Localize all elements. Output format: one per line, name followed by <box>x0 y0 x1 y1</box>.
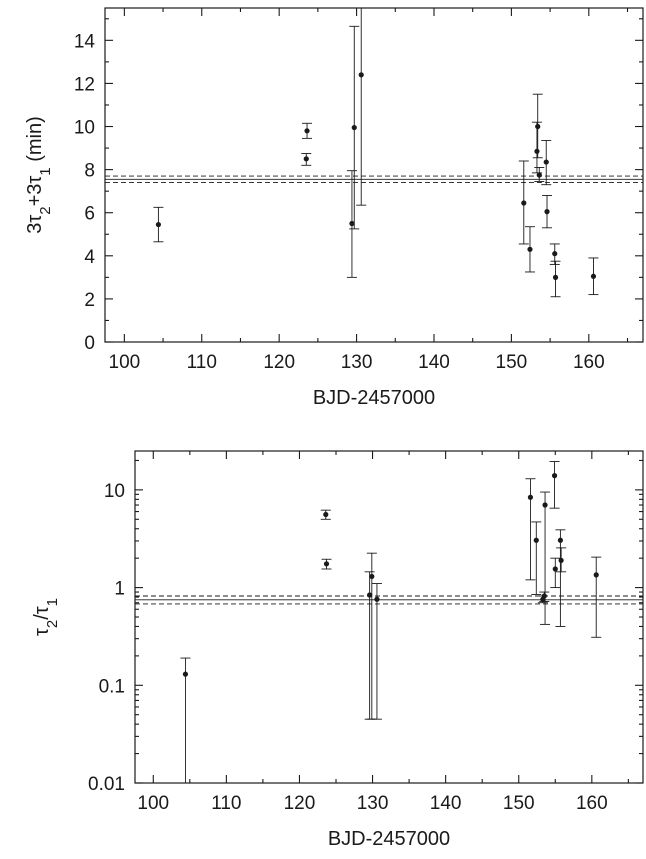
data-point <box>155 221 162 228</box>
data-point <box>182 671 189 677</box>
y-axis-label-part: +3τ <box>24 176 46 207</box>
y-tick-label: 10 <box>104 481 125 502</box>
data-point <box>551 473 558 479</box>
y-tick-label: 8 <box>84 161 95 182</box>
data-point <box>521 200 527 206</box>
y-tick-label: 6 <box>84 204 95 225</box>
x-axis-label: BJD-2457000 <box>313 387 435 409</box>
data-point <box>535 123 541 130</box>
x-tick-label: 120 <box>263 352 295 373</box>
data-point <box>527 494 534 500</box>
data-point <box>304 128 310 134</box>
data-point <box>303 156 309 162</box>
x-tick-label: 100 <box>137 793 169 814</box>
y-tick-label: 4 <box>84 247 95 268</box>
data-point <box>542 502 548 508</box>
y-tick-label: 0.1 <box>99 676 125 697</box>
data-point <box>533 537 539 543</box>
x-tick-label: 130 <box>341 352 373 373</box>
data-point <box>323 511 329 518</box>
y-tick-label: 0.01 <box>88 774 125 795</box>
data-point <box>536 172 542 178</box>
data-point <box>558 557 564 563</box>
data-point <box>552 251 558 257</box>
data-points <box>153 8 599 298</box>
data-point <box>358 72 364 78</box>
y-axis-label-part: (min) <box>24 116 46 167</box>
y-tick-label: 1 <box>114 579 125 600</box>
y-axis-label: τ2/τ1 <box>31 598 61 636</box>
y-tick-label: 12 <box>74 74 95 95</box>
data-point <box>552 274 559 280</box>
x-tick-label: 140 <box>430 793 462 814</box>
plot-frame <box>134 450 644 784</box>
data-point <box>557 537 564 543</box>
x-tick-label: 160 <box>573 352 605 373</box>
y-axis-label-part: 1 <box>37 167 54 175</box>
y-tick-label: 10 <box>74 118 95 139</box>
panel-bottom: 100 110 120 130 140 150 1600.010.1110BJD-24570… <box>31 450 644 850</box>
x-tick-label: 140 <box>418 352 450 373</box>
y-axis-label-part: 2 <box>44 620 61 628</box>
y-axis-label-part: 1 <box>44 598 61 606</box>
panel-top: 100 110 120 130 140 150 16002468101214BJD-2457… <box>24 7 644 409</box>
plot-frame <box>104 7 644 343</box>
data-point <box>543 159 549 165</box>
x-tick-label: 100 <box>109 352 141 373</box>
data-point <box>374 596 380 602</box>
x-tick-label: 110 <box>187 352 217 373</box>
y-axis-label-part: 3τ <box>24 215 46 234</box>
data-point <box>590 273 597 279</box>
x-tick-label: 160 <box>576 793 608 814</box>
y-tick-label: 2 <box>84 290 95 311</box>
y-tick-label: 0 <box>84 333 95 354</box>
data-point <box>351 124 357 131</box>
y-axis-label-part: τ <box>31 628 53 636</box>
data-point <box>552 566 558 572</box>
data-point <box>369 573 375 580</box>
x-tick-label: 150 <box>496 352 528 373</box>
data-point <box>593 572 599 578</box>
data-point <box>544 209 550 215</box>
y-axis-label-part: /τ <box>31 606 53 620</box>
data-points <box>180 461 602 783</box>
y-axis-label: 3τ2+3τ1 (min) <box>24 116 54 234</box>
data-point <box>534 148 540 154</box>
data-point <box>323 561 330 567</box>
x-tick-label: 130 <box>357 793 389 814</box>
x-tick-label: 110 <box>211 793 241 814</box>
x-axis-label: BJD-2457000 <box>328 828 450 850</box>
data-point <box>541 593 547 599</box>
x-tick-label: 120 <box>284 793 316 814</box>
y-tick-label: 14 <box>74 31 96 52</box>
data-point <box>367 592 373 598</box>
data-point <box>527 246 533 252</box>
data-point <box>349 220 355 227</box>
y-axis-label-part: 2 <box>37 206 54 214</box>
x-tick-label: 150 <box>503 793 535 814</box>
